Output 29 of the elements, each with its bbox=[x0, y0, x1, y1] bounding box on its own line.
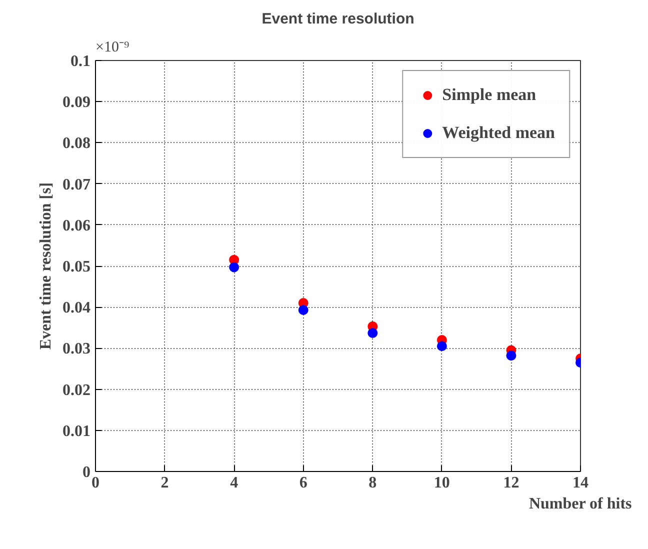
x-tick-label: 4 bbox=[230, 474, 238, 492]
y-tick-label: 0.08 bbox=[62, 135, 90, 152]
y-tick-label: 0.1 bbox=[70, 53, 90, 70]
point bbox=[436, 341, 447, 352]
x-tick-label: 12 bbox=[503, 474, 520, 492]
point bbox=[368, 328, 378, 338]
y-tick-label: 0 bbox=[82, 464, 90, 481]
point bbox=[229, 262, 240, 272]
x-axis-title: Number of hits bbox=[528, 496, 632, 512]
y-tick-label: 0.07 bbox=[62, 176, 90, 194]
y-tick-label: 0.01 bbox=[62, 422, 90, 440]
x-tick-label: 14 bbox=[572, 474, 588, 492]
x-tick-label: 6 bbox=[299, 474, 308, 492]
y-tick-label: 0.04 bbox=[62, 300, 90, 317]
x-tick-label: 2 bbox=[160, 474, 169, 492]
legend-label: Weighted mean bbox=[442, 123, 555, 143]
x-tick-label: 8 bbox=[368, 474, 377, 492]
text: ×10⁻⁹ bbox=[96, 40, 130, 56]
legend-label: Simple mean bbox=[442, 85, 536, 105]
point bbox=[506, 350, 516, 361]
y-tick-label: 0.09 bbox=[62, 94, 90, 112]
chart-title: Event time resolution bbox=[262, 10, 414, 28]
y-tick-label: 0.03 bbox=[62, 340, 90, 358]
x-tick-label: 10 bbox=[434, 474, 450, 492]
y-axis-title: Event time resolution [s] bbox=[38, 182, 54, 350]
y-tick-label: 0.06 bbox=[62, 217, 90, 234]
y-tick-label: 0.02 bbox=[62, 382, 90, 399]
point bbox=[298, 304, 308, 315]
y-tick-label: 0.05 bbox=[62, 258, 90, 276]
